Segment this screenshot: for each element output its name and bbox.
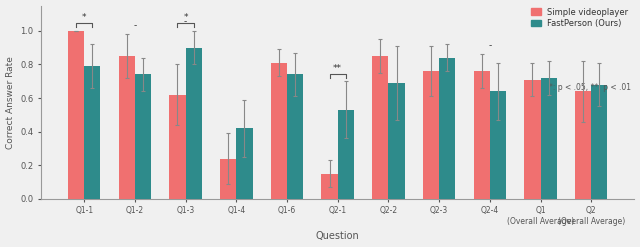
- Bar: [68, 31, 84, 199]
- Text: *: *: [183, 13, 188, 22]
- Bar: [271, 63, 287, 199]
- Bar: [388, 83, 404, 199]
- Bar: [118, 56, 135, 199]
- Bar: [170, 95, 186, 199]
- X-axis label: Question: Question: [316, 231, 360, 242]
- Bar: [84, 66, 100, 199]
- Bar: [220, 159, 236, 199]
- Bar: [338, 110, 354, 199]
- Text: -: -: [184, 18, 188, 27]
- Bar: [490, 91, 506, 199]
- Bar: [287, 74, 303, 199]
- Bar: [591, 84, 607, 199]
- Text: *: p < .05, **: p < .01: *: p < .05, **: p < .01: [550, 83, 632, 92]
- Legend: Simple videoplayer, FastPerson (Ours): Simple videoplayer, FastPerson (Ours): [529, 6, 630, 30]
- Text: *: *: [82, 13, 86, 22]
- Bar: [439, 58, 455, 199]
- Text: **: **: [333, 64, 342, 73]
- Text: -: -: [133, 21, 136, 30]
- Bar: [135, 74, 151, 199]
- Bar: [321, 174, 338, 199]
- Bar: [423, 71, 439, 199]
- Bar: [186, 48, 202, 199]
- Bar: [236, 128, 253, 199]
- Bar: [372, 56, 388, 199]
- Bar: [541, 78, 557, 199]
- Text: -: -: [488, 41, 492, 50]
- Y-axis label: Correct Answer Rate: Correct Answer Rate: [6, 56, 15, 149]
- Bar: [524, 80, 541, 199]
- Bar: [474, 71, 490, 199]
- Bar: [575, 91, 591, 199]
